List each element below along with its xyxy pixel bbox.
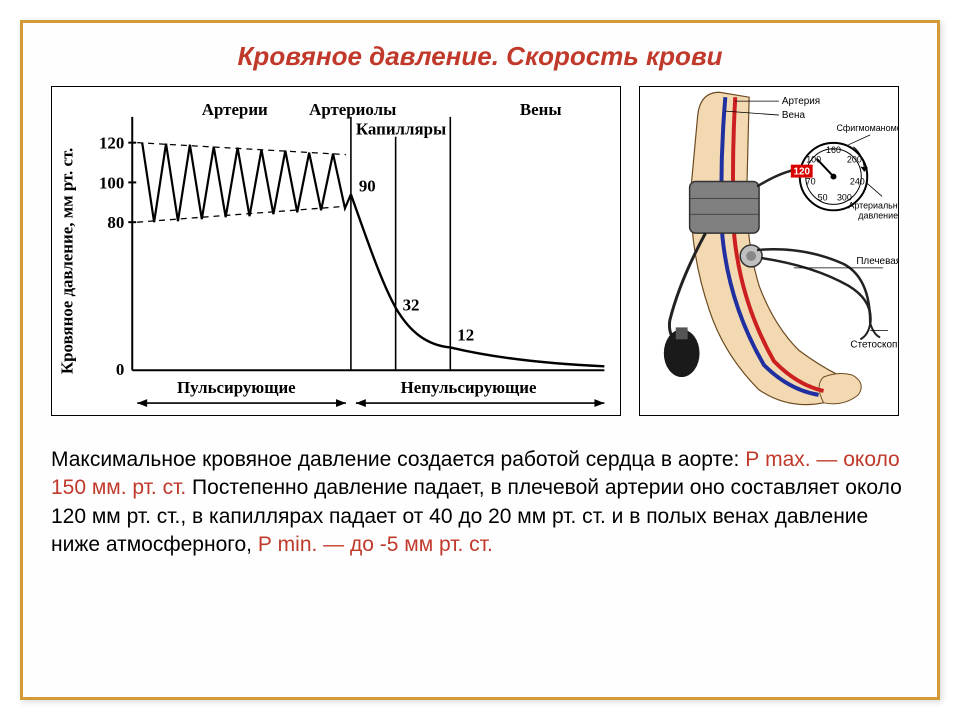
annot-12: 12	[457, 325, 474, 344]
label-pressure-2: давление	[858, 210, 898, 220]
label-brachial: Плечевая	[856, 256, 898, 267]
anatomy-figure: 160 200 240 300 50 70 100 120	[639, 86, 899, 416]
svg-text:240: 240	[850, 177, 865, 187]
section-capillaries: Капилляры	[356, 120, 446, 139]
section-arteries: Артерии	[202, 100, 268, 119]
slide: Кровяное давление. Скорость крови Кровян…	[20, 20, 940, 700]
ytick-100: 100	[99, 173, 124, 192]
label-sphygmo: Сфигмоманометр	[836, 123, 898, 133]
cuff	[690, 182, 759, 234]
label-pressure-1: Артериальное	[848, 200, 898, 210]
annot-32: 32	[403, 296, 420, 315]
pressure-curve	[351, 194, 604, 366]
ytick-0: 0	[116, 360, 124, 379]
body-paragraph: Максимальное кровяное давление создается…	[51, 446, 909, 559]
svg-text:200: 200	[847, 155, 862, 165]
bottom-nonpulsating: Непульсирующие	[401, 378, 537, 397]
y-axis-label: Кровяное давление, мм рт. ст.	[58, 148, 77, 374]
label-stethoscope: Стетоскоп	[850, 339, 897, 350]
svg-text:50: 50	[818, 192, 828, 202]
svg-text:160: 160	[826, 145, 841, 155]
annot-90: 90	[359, 176, 376, 195]
p-min: Р min. — до -5 мм рт. ст.	[258, 533, 493, 556]
ytick-120: 120	[99, 134, 124, 153]
p-seg-1: Максимальное кровяное давление создается…	[51, 448, 745, 471]
pressure-chart: Кровяное давление, мм рт. ст. 120 100 80…	[51, 86, 621, 416]
label-vein: Вена	[782, 110, 806, 121]
label-artery: Артерия	[782, 96, 820, 107]
diastolic-envelope	[137, 206, 346, 222]
svg-text:70: 70	[806, 177, 816, 187]
section-arterioles: Артериолы	[309, 100, 396, 119]
bottom-pulsating: Пульсирующие	[177, 378, 296, 397]
page-title: Кровяное давление. Скорость крови	[51, 41, 909, 72]
section-veins: Вены	[520, 100, 562, 119]
figure-row: Кровяное давление, мм рт. ст. 120 100 80…	[51, 86, 909, 416]
gauge-reading: 120	[793, 167, 810, 178]
pulse-wave	[142, 143, 351, 223]
ytick-80: 80	[107, 213, 124, 232]
